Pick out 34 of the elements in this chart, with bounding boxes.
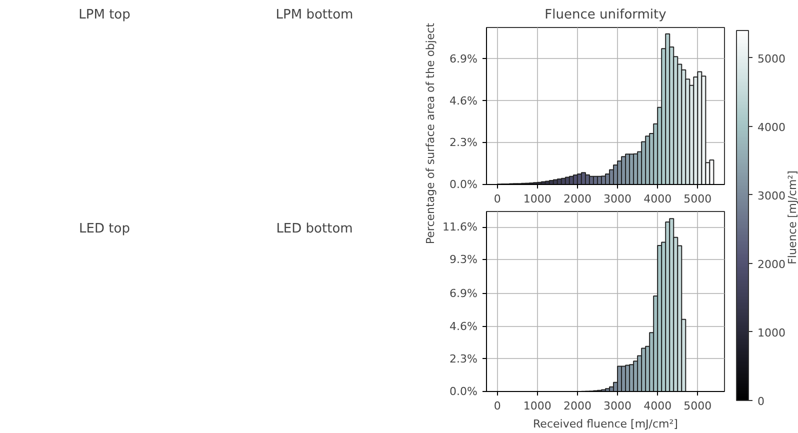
color-bar-label: 4000 bbox=[758, 120, 786, 134]
x-tick-label: 5000 bbox=[684, 192, 712, 206]
x-tick-label: 1000 bbox=[523, 400, 552, 412]
color-bar-label: 2000 bbox=[758, 258, 786, 271]
text: LPM bottom bbox=[276, 8, 354, 22]
x-tick-label: 2000 bbox=[563, 192, 592, 206]
text: LED top bbox=[79, 222, 130, 236]
y-tick-label: 2.3% bbox=[450, 352, 478, 366]
y-tick-label: 6.9% bbox=[450, 52, 478, 66]
color-bar-label: 1000 bbox=[758, 326, 786, 340]
x-tick-label: 3000 bbox=[604, 400, 632, 412]
x-tick-label: 5000 bbox=[684, 400, 712, 412]
y-tick-label: 4.6% bbox=[450, 320, 478, 333]
y-tick-label: 0.0% bbox=[450, 178, 478, 191]
color-bar-label: 5000 bbox=[758, 52, 786, 66]
x-tick-label: 4000 bbox=[644, 192, 672, 206]
x-tick-label: 1000 bbox=[523, 192, 552, 206]
x-tick-label: 4000 bbox=[644, 400, 672, 412]
x-tick-label: 3000 bbox=[604, 192, 632, 206]
y-axis-title: Percentage of surface area of the object bbox=[424, 22, 437, 244]
y-tick-label: 2.3% bbox=[450, 136, 478, 150]
y-tick-label: 9.3% bbox=[450, 253, 478, 266]
x-tick-label: 2000 bbox=[563, 400, 592, 412]
x-axis-title: Received fluence [mJ/cm²] bbox=[533, 418, 678, 430]
y-tick-label: 4.6% bbox=[450, 94, 478, 108]
color-bar-title: Fluence [mJ/cm²] bbox=[786, 170, 798, 264]
y-tick-label: 6.9% bbox=[450, 287, 478, 300]
y-tick-label: 0.0% bbox=[450, 385, 478, 398]
x-tick-label: 0 bbox=[494, 192, 501, 206]
y-tick-label: 11.6% bbox=[442, 220, 478, 234]
chart-title: Fluence uniformity bbox=[544, 8, 667, 22]
x-tick-label: 0 bbox=[494, 400, 501, 412]
text: LED bottom bbox=[276, 222, 353, 236]
text: LPM top bbox=[78, 8, 130, 22]
